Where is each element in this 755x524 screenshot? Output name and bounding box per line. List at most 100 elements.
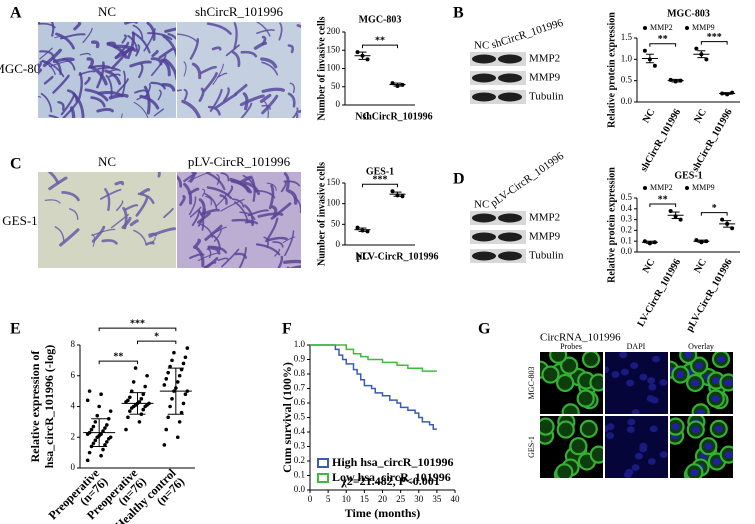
nucleus — [690, 468, 699, 476]
nucleus — [704, 442, 713, 450]
blot-band — [498, 251, 522, 261]
cell-stain — [240, 102, 253, 118]
cell-stain — [79, 52, 91, 56]
sig-bracket — [700, 41, 728, 45]
cell-stain — [61, 191, 80, 202]
cell-stain — [295, 112, 299, 118]
y-tick-label: 150 — [327, 177, 341, 187]
fish-row: GES-1 — [527, 436, 536, 458]
panel-label: D — [453, 171, 465, 188]
blot-band — [472, 251, 496, 261]
cell-stain — [272, 241, 284, 248]
cell-stain — [181, 99, 201, 118]
y-tick-label: 0.3 — [294, 441, 306, 451]
sig-label: ** — [658, 34, 668, 45]
data-point — [91, 441, 96, 446]
blot-band — [472, 213, 496, 223]
blot-label: MMP9 — [529, 72, 561, 84]
panel-label: B — [453, 5, 464, 22]
cell-stain — [50, 22, 55, 37]
panel-label: E — [10, 321, 21, 338]
cell-stain — [150, 54, 167, 77]
blot-band — [498, 54, 522, 64]
image-header: pLV-CircR_101996 — [188, 154, 291, 169]
cell-stain — [263, 100, 269, 118]
chart-title: GES-1 — [366, 166, 394, 177]
blot-label: Tubulin — [529, 250, 564, 262]
cell-stain — [202, 72, 218, 93]
cell-stain — [82, 27, 93, 44]
cell-stain — [215, 194, 227, 207]
y-tick-label: 2 — [71, 431, 76, 441]
fish-column: Overlay — [688, 342, 714, 351]
legend-marker — [685, 186, 689, 190]
cell-stain — [105, 74, 113, 98]
y-tick-label: 0.0 — [621, 96, 633, 106]
data-point — [108, 409, 113, 413]
cell — [569, 437, 588, 456]
data-point — [141, 392, 146, 397]
data-point — [87, 389, 92, 393]
nucleus — [605, 366, 610, 374]
cell-stain — [148, 227, 176, 238]
y-tick-label: 0.1 — [621, 235, 632, 245]
cell-stain — [200, 65, 217, 75]
cell-stain — [204, 224, 223, 241]
nucleus — [659, 379, 668, 386]
cell-stain — [253, 41, 268, 50]
legend-marker — [643, 186, 647, 190]
data-point — [128, 409, 132, 413]
cell-stain — [179, 195, 186, 207]
cell-stain — [69, 106, 76, 118]
cell-stain — [189, 253, 205, 260]
cell-stain — [135, 44, 141, 57]
cell-stain — [177, 33, 198, 43]
cell — [576, 389, 595, 408]
blot-label: Tubulin — [529, 91, 564, 103]
cell-stain — [225, 44, 240, 57]
cell-stain — [239, 94, 265, 107]
data-point — [365, 57, 370, 62]
nucleus — [696, 408, 705, 414]
data-point — [141, 407, 146, 412]
cell-stain — [114, 180, 125, 186]
cell-stain — [77, 71, 83, 100]
data-point — [99, 432, 103, 436]
y-tick-label: 1.5 — [621, 32, 633, 42]
nucleus — [724, 451, 733, 459]
cell-stain — [59, 228, 80, 247]
cell-stain — [220, 198, 245, 212]
data-point — [177, 373, 182, 378]
data-point — [162, 443, 167, 447]
cell-stain — [38, 68, 43, 76]
cell-stain — [183, 61, 187, 77]
cell-stain — [133, 229, 147, 246]
sig-bracket — [700, 212, 728, 216]
cell-stain — [124, 204, 139, 211]
panel-label: C — [10, 156, 22, 173]
data-point — [170, 397, 174, 401]
cell-stain — [135, 196, 149, 217]
data-point — [183, 392, 188, 397]
data-point — [101, 429, 105, 433]
cell-stain — [265, 217, 279, 243]
data-point — [652, 63, 657, 68]
cell — [589, 445, 603, 464]
cell-stain — [161, 83, 176, 92]
cell-stain — [132, 24, 144, 40]
panel-label: G — [478, 321, 491, 338]
blot-label: MMP2 — [529, 212, 560, 224]
cell-stain — [187, 172, 212, 182]
data-point — [95, 413, 100, 418]
cell-stain — [291, 107, 299, 118]
data-point — [93, 438, 98, 443]
data-point — [642, 48, 647, 53]
cell-stain — [52, 57, 75, 64]
cell-stain — [192, 238, 201, 249]
legend-marker — [317, 473, 329, 483]
cell-stain — [261, 94, 279, 115]
cell-stain — [158, 47, 175, 59]
x-tick-label: 15 — [360, 494, 370, 504]
cell-stain — [282, 236, 296, 244]
cell-stain — [163, 58, 176, 81]
